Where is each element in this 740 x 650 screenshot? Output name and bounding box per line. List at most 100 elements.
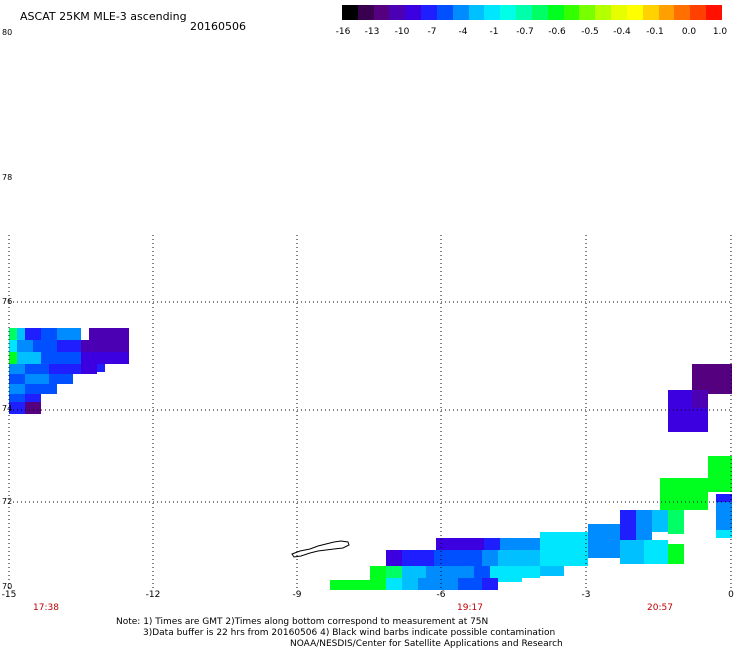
wind-cell — [540, 566, 564, 576]
wind-cell — [81, 352, 129, 364]
wind-cell — [692, 364, 732, 394]
wind-cell — [668, 544, 684, 564]
wind-cell — [418, 578, 458, 590]
wind-cell — [402, 566, 426, 578]
time-label-2: 19:17 — [457, 603, 483, 613]
note-line-1: Note: 1) Times are GMT 2)Times along bot… — [116, 617, 489, 627]
wind-cell — [484, 538, 500, 550]
product-date: 20160506 — [190, 20, 246, 33]
wind-cell — [41, 328, 57, 340]
wind-cell — [25, 328, 41, 340]
wind-cell — [474, 566, 490, 578]
wind-cell — [588, 524, 620, 558]
wind-cell — [370, 566, 386, 576]
colorbar-swatch — [547, 5, 564, 20]
colorbar-swatch — [531, 5, 548, 20]
colorbar-swatch — [373, 5, 390, 20]
wind-cell — [57, 340, 81, 352]
wind-cell — [9, 340, 17, 352]
colorbar-tick-label: 0.0 — [681, 27, 697, 37]
colorbar-tick-label: -0.7 — [516, 27, 534, 37]
wind-cell — [89, 328, 129, 340]
wind-cell — [500, 538, 540, 550]
lat-label-78: 78 — [2, 173, 13, 182]
wind-cell — [9, 394, 25, 402]
colorbar-swatch — [516, 5, 532, 20]
wind-cell — [9, 328, 17, 340]
colorbar-swatch — [626, 5, 643, 20]
colorbar-swatch — [389, 5, 406, 20]
colorbar-tick-label: -0.4 — [613, 27, 631, 37]
wind-swath-cells — [9, 328, 732, 590]
lat-label-74: 74 — [2, 404, 13, 413]
colorbar-swatch — [595, 5, 612, 20]
wind-cell — [668, 510, 684, 534]
lon-label-minus12: -12 — [145, 590, 161, 600]
colorbar-tick-label: 1.0 — [712, 27, 728, 37]
wind-cell — [434, 550, 482, 566]
wind-cell — [708, 456, 732, 492]
lon-label-0: 0 — [728, 590, 734, 600]
note-line-2: 3)Data buffer is 22 hrs from 20160506 4)… — [143, 628, 556, 638]
wind-cell — [25, 364, 49, 374]
wind-cell — [402, 550, 434, 566]
product-title: ASCAT 25KM MLE-3 ascending — [20, 10, 187, 23]
colorbar-swatch — [436, 5, 453, 20]
wind-cell — [716, 502, 732, 530]
colorbar-tick-label: -4 — [458, 27, 468, 37]
colorbar-swatch — [579, 5, 596, 20]
wind-cell — [386, 550, 402, 566]
wind-cell — [9, 384, 25, 394]
colorbar-tick-label: -0.5 — [581, 27, 599, 37]
colorbar-swatch — [642, 5, 659, 20]
wind-cell — [660, 478, 708, 510]
colorbar-swatch — [405, 5, 422, 20]
time-label-3: 20:57 — [647, 603, 673, 613]
lon-label-minus6: -6 — [436, 590, 446, 600]
colorbar-swatch — [658, 5, 675, 20]
colorbar-swatch — [357, 5, 374, 20]
wind-cell — [17, 352, 41, 364]
colorbar-tick-label: -0.1 — [646, 27, 664, 37]
colorbar-tick-label: -16 — [335, 27, 351, 37]
wind-cell — [57, 328, 81, 340]
wind-cell — [17, 340, 33, 352]
colorbar-tick-label: -13 — [364, 27, 380, 37]
wind-cell — [330, 580, 370, 590]
colorbar-swatch — [484, 5, 501, 20]
wind-cell — [482, 550, 498, 566]
lat-label-76: 76 — [2, 297, 13, 306]
time-label-1: 17:38 — [33, 603, 59, 613]
colorbar-swatch — [421, 5, 437, 20]
colorbar-swatch — [452, 5, 469, 20]
wind-cell — [498, 578, 522, 582]
wind-cell — [402, 578, 418, 590]
lon-label-minus15: -15 — [1, 590, 17, 600]
wind-cell — [25, 394, 41, 402]
jan-mayen-island-outline — [291, 540, 350, 558]
colorbar-swatch — [500, 5, 517, 20]
colorbar-tick-label: -7 — [427, 27, 437, 37]
wind-cell — [436, 538, 484, 550]
wind-cell — [620, 540, 644, 564]
wind-cell — [81, 364, 97, 374]
lon-label-minus9: -9 — [292, 590, 302, 600]
wind-cell — [716, 494, 732, 502]
note-line-3: NOAA/NESDIS/Center for Satellite Applica… — [290, 639, 563, 649]
wind-cell — [386, 578, 402, 590]
colorbar — [342, 5, 722, 20]
colorbar-tick-label: -10 — [394, 27, 410, 37]
wind-cell — [540, 532, 588, 566]
wind-cell — [652, 510, 668, 532]
wind-cell — [49, 374, 73, 384]
colorbar-swatch — [611, 5, 627, 20]
wind-cell — [25, 374, 49, 384]
wind-cell — [490, 566, 540, 578]
wind-cell — [498, 550, 540, 566]
wind-cell — [620, 510, 636, 540]
wind-cell — [644, 540, 668, 564]
colorbar-tick-label: -1 — [489, 27, 499, 37]
lat-label-72: 72 — [2, 497, 13, 506]
wind-cell — [49, 364, 81, 374]
